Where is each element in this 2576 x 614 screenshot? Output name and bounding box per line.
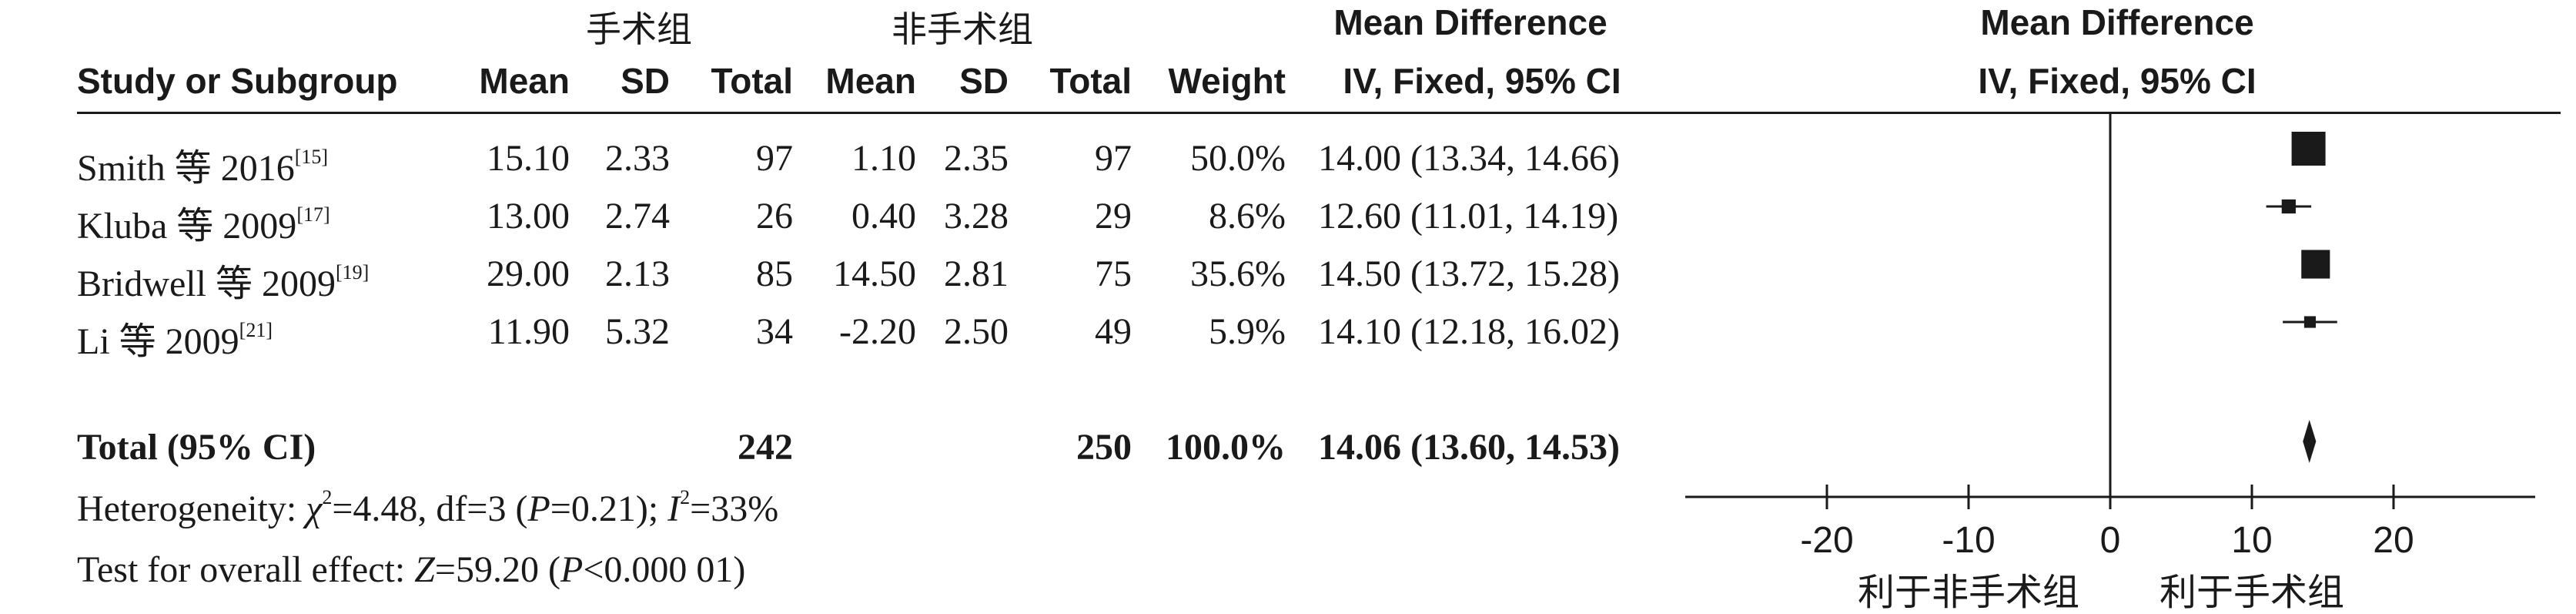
cell-exp-sd: 2.74	[605, 196, 670, 237]
col-ctrl-sd: SD	[959, 61, 1009, 101]
cell-exp-mean: 29.00	[487, 253, 570, 294]
cell-exp-sd: 2.13	[605, 253, 670, 294]
cell-exp-total: 97	[756, 138, 793, 179]
cell-ctrl-mean: 0.40	[851, 196, 916, 237]
cell-ctrl-sd: 3.28	[944, 196, 1009, 237]
col-weight: Weight	[1168, 61, 1286, 101]
x-tick-label: 20	[2373, 520, 2414, 561]
cell-exp-sd: 5.32	[605, 311, 670, 352]
x-tick-label: 0	[2100, 520, 2121, 561]
study-point	[2301, 250, 2330, 279]
heterogeneity-text: Heterogeneity: χ2=4.48, df=3 (P=0.21); I…	[77, 486, 779, 530]
x-label-left: 利于非手术组	[1858, 571, 2079, 614]
col-study: Study or Subgroup	[77, 61, 398, 101]
study-point	[2281, 199, 2296, 214]
cell-ci: 14.10 (12.18, 16.02)	[1318, 311, 1620, 352]
total-ci: 14.06 (13.60, 14.53)	[1318, 427, 1620, 468]
col-ci: IV, Fixed, 95% CI	[1343, 61, 1621, 101]
cell-ctrl-total: 49	[1095, 311, 1132, 352]
cell-ctrl-sd: 2.35	[944, 138, 1009, 179]
x-label-right: 利于手术组	[2159, 571, 2344, 614]
study-name: Kluba 等 2009[17]	[77, 203, 330, 247]
cell-ctrl-total: 97	[1095, 138, 1132, 179]
cell-ctrl-total: 75	[1095, 253, 1132, 294]
overall-effect-text: Test for overall effect: Z=59.20 (P<0.00…	[77, 549, 746, 590]
total-ctrl: 250	[1076, 427, 1132, 468]
study-point	[2291, 132, 2326, 166]
plot-col-ci: IV, Fixed, 95% CI	[1978, 61, 2257, 101]
cell-weight: 8.6%	[1209, 196, 1286, 237]
pooled-diamond	[2303, 420, 2317, 463]
study-point	[2303, 316, 2316, 328]
cell-ctrl-total: 29	[1095, 196, 1132, 237]
cell-ctrl-sd: 2.50	[944, 311, 1009, 352]
group-header-nonsurgery: 非手术组	[892, 8, 1033, 50]
cell-ci: 14.50 (13.72, 15.28)	[1318, 253, 1620, 294]
cell-ctrl-mean: 1.10	[851, 138, 916, 179]
study-name: Li 等 2009[21]	[77, 319, 273, 363]
cell-ci: 12.60 (11.01, 14.19)	[1318, 196, 1619, 237]
cell-exp-total: 85	[756, 253, 793, 294]
cell-ctrl-sd: 2.81	[944, 253, 1009, 294]
col-exp-total: Total	[711, 61, 793, 101]
total-label: Total (95% CI)	[77, 427, 316, 468]
cell-ci: 14.00 (13.34, 14.66)	[1318, 138, 1620, 179]
cell-weight: 5.9%	[1209, 311, 1286, 352]
cell-exp-total: 34	[756, 311, 793, 352]
cell-weight: 50.0%	[1190, 138, 1286, 179]
total-weight: 100.0%	[1166, 427, 1286, 468]
col-exp-sd: SD	[621, 61, 670, 101]
cell-ctrl-mean: -2.20	[839, 311, 916, 352]
group-header-surgery: 手术组	[586, 8, 692, 50]
study-name: Smith 等 2016[15]	[77, 146, 329, 190]
header-divider	[77, 112, 2561, 114]
x-tick-label: 10	[2231, 520, 2272, 561]
cell-exp-mean: 11.90	[487, 311, 570, 352]
cell-exp-total: 26	[756, 196, 793, 237]
study-name: Bridwell 等 2009[19]	[77, 261, 370, 305]
col-exp-mean: Mean	[479, 61, 570, 101]
x-tick-label: -10	[1942, 520, 1995, 561]
cell-exp-sd: 2.33	[605, 138, 670, 179]
col-ctrl-mean: Mean	[825, 61, 916, 101]
col-ctrl-total: Total	[1049, 61, 1132, 101]
cell-ctrl-mean: 14.50	[833, 253, 916, 294]
x-tick-label: -20	[1800, 520, 1853, 561]
total-exp: 242	[738, 427, 793, 468]
cell-weight: 35.6%	[1190, 253, 1286, 294]
table-md-title: Mean Difference	[1333, 2, 1607, 42]
plot-md-title: Mean Difference	[1980, 2, 2254, 42]
cell-exp-mean: 15.10	[487, 138, 570, 179]
cell-exp-mean: 13.00	[487, 196, 570, 237]
